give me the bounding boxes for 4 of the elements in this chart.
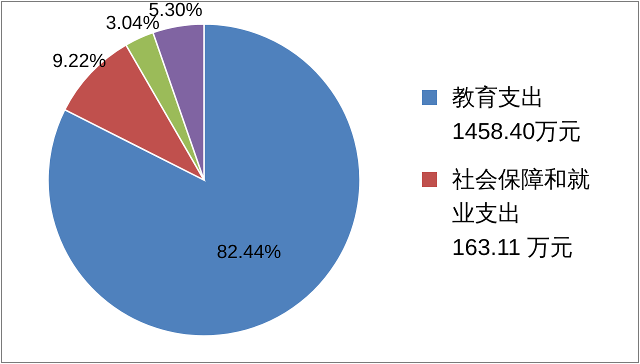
data-label: 9.22%: [52, 51, 106, 72]
data-label: 82.44%: [216, 242, 282, 264]
legend-label: 社会保障和就业支出 163.11 万元: [452, 166, 590, 260]
legend-label: 教育支出 1458.40万元: [452, 84, 582, 144]
